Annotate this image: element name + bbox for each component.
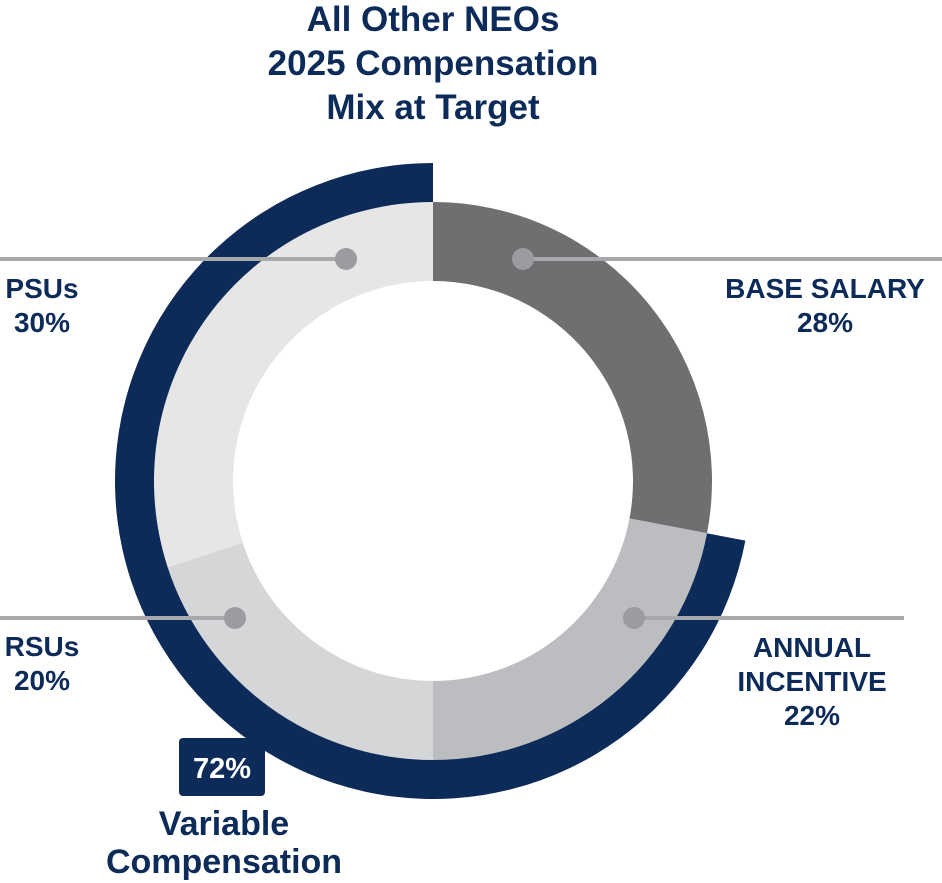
donut-slice-base-salary: [433, 202, 712, 534]
variable-compensation-label: Compensation: [106, 843, 342, 881]
slice-label-psus: PSUs: [5, 273, 78, 304]
leader-dot-base-salary: [512, 248, 534, 270]
donut-slice-annual-incentive: [433, 518, 708, 760]
slice-value-annual-incentive: 22%: [784, 700, 840, 731]
chart-title-line: All Other NEOs: [307, 0, 560, 39]
slice-label-base-salary: BASE SALARY: [725, 273, 925, 304]
slice-label-rsus: RSUs: [5, 631, 80, 662]
chart-title: All Other NEOs 2025 Compensation Mix at Ta…: [268, 0, 599, 127]
leader-dot-rsus: [224, 607, 246, 629]
slice-value-rsus: 20%: [14, 665, 70, 696]
leader-dot-annual-incentive: [623, 607, 645, 629]
donut-slices: [153, 202, 712, 760]
leader-lines: [0, 248, 942, 629]
variable-compensation-label: Variable: [159, 805, 289, 843]
donut-slice-rsus: [167, 542, 434, 760]
slice-value-psus: 30%: [14, 307, 70, 338]
slice-label-annual-incentive: INCENTIVE: [737, 666, 886, 697]
variable-compensation-value: 72%: [193, 753, 251, 785]
slice-value-base-salary: 28%: [797, 307, 853, 338]
chart-title-line: 2025 Compensation: [268, 44, 599, 83]
donut-slice-psus: [153, 202, 433, 568]
chart-title-line: Mix at Target: [326, 88, 540, 127]
variable-compensation-badge: [179, 738, 265, 796]
slice-label-annual-incentive: ANNUAL: [753, 632, 871, 663]
leader-dot-psus: [335, 248, 357, 270]
